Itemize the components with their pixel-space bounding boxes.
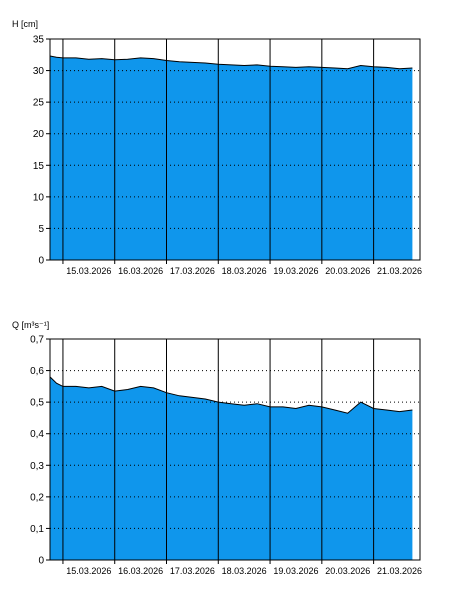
y-tick-label: 20	[33, 129, 45, 140]
x-tick-label: 17.03.2026	[170, 266, 215, 276]
y-tick-label: 0,4	[30, 429, 44, 440]
x-tick-label: 18.03.2026	[222, 566, 267, 576]
y-tick-label: 25	[33, 98, 45, 109]
x-tick-label: 19.03.2026	[273, 266, 318, 276]
y-tick-label: 0,5	[30, 398, 44, 409]
y-axis-label: H [cm]	[12, 19, 38, 29]
chart-1: 0 5 10 15 20 25 30 35 15.03.2026 16.03.2026 17.03.…	[12, 19, 422, 276]
x-tick-label: 17.03.2026	[170, 566, 215, 576]
y-tick-label: 0,3	[30, 461, 44, 472]
x-tick-label: 16.03.2026	[118, 266, 163, 276]
y-tick-label: 5	[38, 224, 44, 235]
y-tick-label: 0	[38, 556, 44, 567]
x-tick-label: 16.03.2026	[118, 566, 163, 576]
y-tick-label: 0,1	[30, 524, 44, 535]
x-tick-label: 15.03.2026	[66, 266, 111, 276]
y-axis-label: Q [m³s⁻¹]	[12, 320, 49, 330]
x-tick-label: 20.03.2026	[325, 266, 370, 276]
y-tick-label: 0,2	[30, 492, 44, 503]
series-area-fill	[50, 56, 412, 260]
y-tick-label: 35	[33, 35, 45, 46]
y-tick-label: 0,6	[30, 366, 44, 377]
y-tick-label: 30	[33, 66, 45, 77]
x-tick-label: 15.03.2026	[66, 566, 111, 576]
x-tick-label: 19.03.2026	[273, 566, 318, 576]
x-tick-label: 21.03.2026	[377, 566, 422, 576]
y-tick-label: 0,7	[30, 335, 44, 346]
y-tick-label: 10	[33, 192, 45, 203]
chart-2: 0 0,1 0,2 0,3 0,4 0,5 0,6 0,7 15.03.2026 16.03.20…	[12, 320, 422, 576]
y-tick-label: 15	[33, 161, 45, 172]
x-tick-label: 18.03.2026	[222, 266, 267, 276]
x-tick-label: 20.03.2026	[325, 566, 370, 576]
y-tick-label: 0	[38, 256, 44, 267]
x-tick-label: 21.03.2026	[377, 266, 422, 276]
